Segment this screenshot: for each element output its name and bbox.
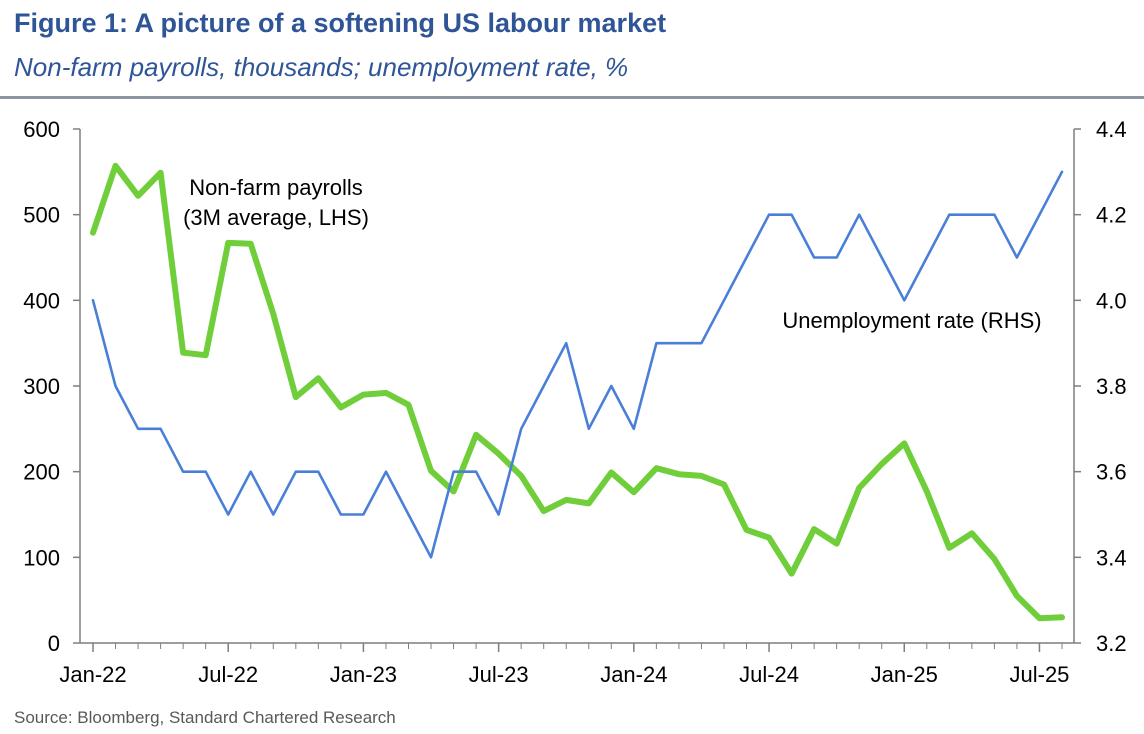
left-y-tick-label: 600 <box>23 117 60 142</box>
left-y-tick-label: 200 <box>23 460 60 485</box>
chart-subtitle: Non-farm payrolls, thousands; unemployme… <box>14 52 629 82</box>
unemployment-rate-line <box>91 170 1064 559</box>
x-tick-label: Jan-25 <box>871 662 938 687</box>
right-y-tick-label: 3.4 <box>1096 545 1127 570</box>
left-y-tick-label: 0 <box>48 631 60 656</box>
source-note: Source: Bloomberg, Standard Chartered Re… <box>14 708 396 727</box>
series-labels: Non-farm payrolls (3M average, LHS) Unempl… <box>183 175 1042 333</box>
x-tick-label: Jul-23 <box>469 662 529 687</box>
chart-title: Figure 1: A picture of a softening US la… <box>14 8 667 38</box>
right-y-tick-label: 3.6 <box>1096 460 1127 485</box>
series-label-line: Unemployment rate (RHS) <box>782 308 1041 333</box>
unemployment-series-label: Unemployment rate (RHS) <box>782 308 1041 333</box>
right-y-tick-label: 4.4 <box>1096 117 1127 142</box>
series-label-line: Non-farm payrolls <box>189 175 363 200</box>
payrolls-series-label: Non-farm payrolls (3M average, LHS) <box>183 175 369 230</box>
x-tick-label: Jan-24 <box>600 662 667 687</box>
x-tick-label: Jul-24 <box>739 662 799 687</box>
chart-series <box>90 162 1065 622</box>
x-tick-label: Jul-25 <box>1010 662 1070 687</box>
left-y-tick-label: 400 <box>23 288 60 313</box>
chart-axes: 0 100 200 300 400 500 600 3.2 3.4 3.6 3.8 4.0 4.2 4.4… <box>23 117 1126 687</box>
right-y-tick-label: 4.0 <box>1096 288 1127 313</box>
title-divider <box>0 96 1144 99</box>
right-y-tick-label: 3.8 <box>1096 374 1127 399</box>
x-tick-label: Jan-23 <box>330 662 397 687</box>
series-label-line: (3M average, LHS) <box>183 205 369 230</box>
payrolls-line <box>90 162 1065 622</box>
x-tick-label: Jul-22 <box>198 662 258 687</box>
right-y-tick-label: 4.2 <box>1096 203 1127 228</box>
left-y-tick-label: 500 <box>23 203 60 228</box>
left-y-tick-label: 300 <box>23 374 60 399</box>
right-y-tick-label: 3.2 <box>1096 631 1127 656</box>
x-tick-label: Jan-22 <box>59 662 126 687</box>
left-y-tick-label: 100 <box>23 545 60 570</box>
